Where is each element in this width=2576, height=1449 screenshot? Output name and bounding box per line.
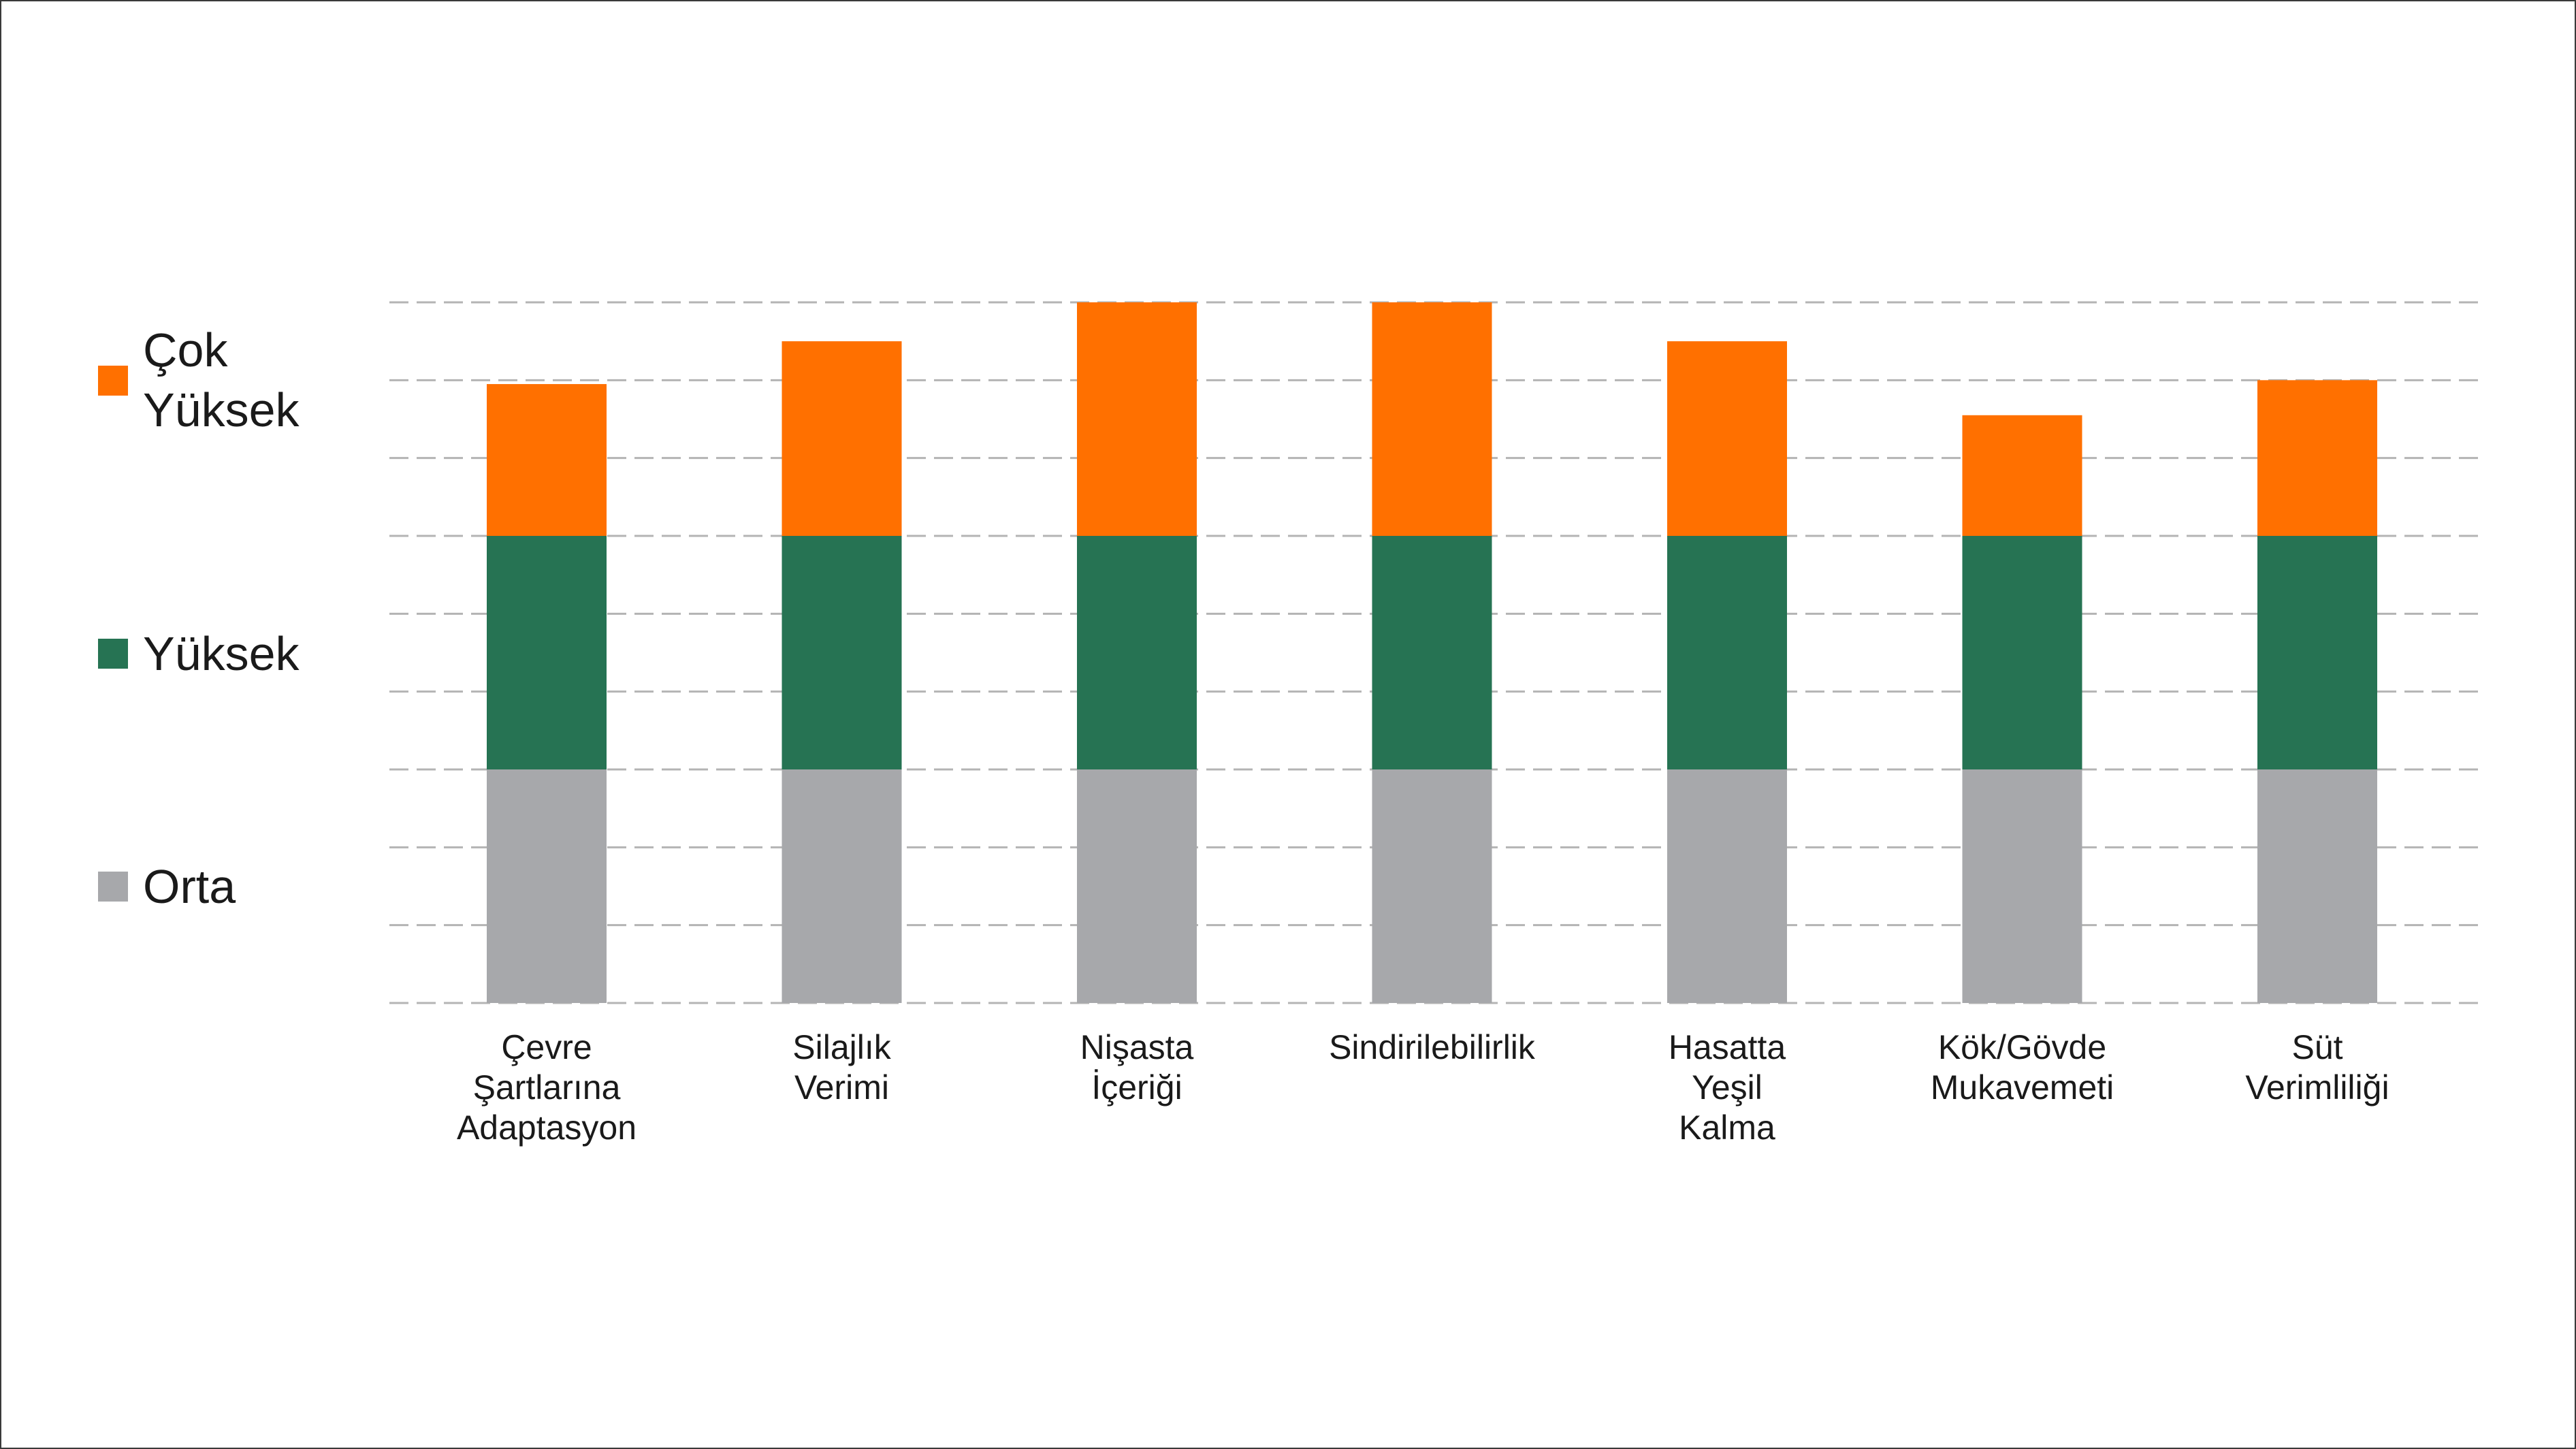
- bar-segment-orta: [487, 769, 607, 1003]
- bar-segment-yuksek: [1372, 536, 1492, 769]
- bar-segment-yuksek: [782, 536, 902, 769]
- legend-label: Çok Yüksek: [143, 323, 300, 436]
- bar-segment-cok-yuksek: [1372, 302, 1492, 536]
- x-tick-label: Silajlık Verimi: [792, 1028, 891, 1106]
- x-tick-label: Nişasta İçeriği: [1080, 1028, 1194, 1106]
- bar-segment-cok-yuksek: [2257, 380, 2377, 536]
- bar-segment-yuksek: [1667, 536, 1787, 769]
- x-tick-label: Kök/Gövde Mukavemeti: [1931, 1028, 2114, 1106]
- bar-segment-cok-yuksek: [487, 384, 607, 536]
- bar-segment-yuksek: [1077, 536, 1197, 769]
- bar-segment-orta: [1077, 769, 1197, 1003]
- legend: Çok Yüksek Yüksek Orta: [98, 323, 300, 913]
- x-tick-label: Hasatta Yeşil Kalma: [1669, 1028, 1786, 1147]
- bar-segment-orta: [1962, 769, 2082, 1003]
- x-tick-label: Çevre Şartlarına Adaptasyon: [457, 1028, 637, 1147]
- bar-segment-yuksek: [487, 536, 607, 769]
- bar-segment-cok-yuksek: [1667, 341, 1787, 536]
- bars: [487, 302, 2377, 1003]
- bar-segment-orta: [2257, 769, 2377, 1003]
- x-tick-label: Sindirilebilirlik: [1329, 1028, 1536, 1066]
- legend-swatch: [98, 366, 128, 396]
- bar-segment-yuksek: [1962, 536, 2082, 769]
- bar-segment-orta: [1667, 769, 1787, 1003]
- legend-swatch: [98, 872, 128, 902]
- bar-segment-cok-yuksek: [782, 341, 902, 536]
- legend-swatch: [98, 639, 128, 669]
- bar-segment-cok-yuksek: [1077, 302, 1197, 536]
- bar-segment-orta: [782, 769, 902, 1003]
- bar-segment-yuksek: [2257, 536, 2377, 769]
- legend-label: Yüksek: [143, 627, 300, 680]
- bar-segment-cok-yuksek: [1962, 415, 2082, 536]
- bar-segment-orta: [1372, 769, 1492, 1003]
- x-axis-tick-labels: Çevre Şartlarına Adaptasyon Silajlık Verimi N…: [457, 1028, 2389, 1147]
- x-tick-label: Süt Verimliliği: [2245, 1028, 2389, 1106]
- legend-label: Orta: [143, 860, 236, 913]
